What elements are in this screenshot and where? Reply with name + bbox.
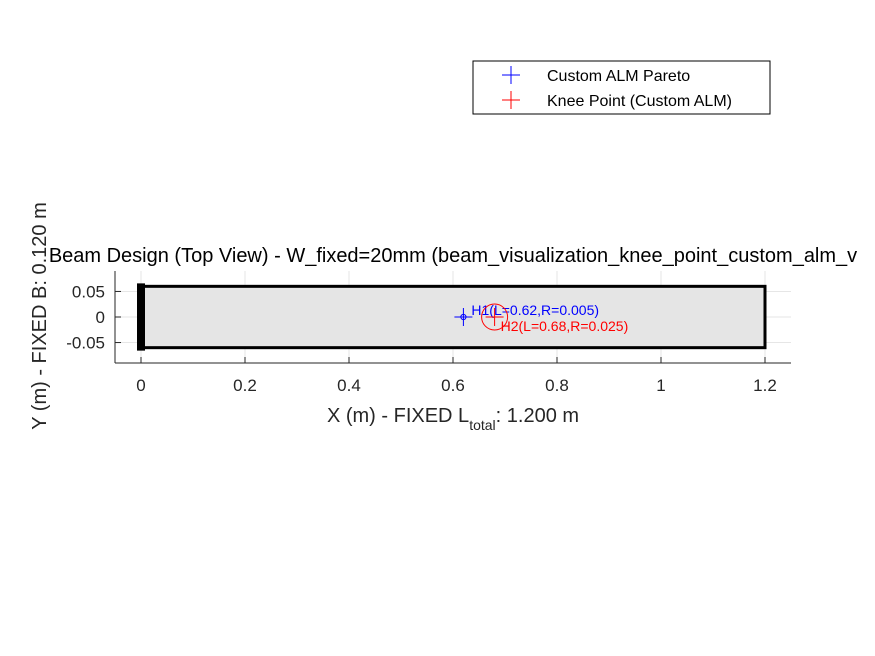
legend-label-1: Custom ALM Pareto — [547, 68, 690, 85]
x-axis-label-sub: total — [469, 417, 495, 433]
holes: H1(L=0.62,R=0.005)H2(L=0.68,R=0.025) — [460, 302, 629, 334]
legend-entry-1: Custom ALM Pareto — [502, 66, 690, 85]
beam-outline — [139, 284, 767, 350]
x-tick-label-6: 1.2 — [753, 376, 777, 395]
marker-series-2-point-1 — [485, 308, 504, 326]
ticks: 0 0.2 0.4 0.6 0.8 1 1.2 -0.05 0 0.05 — [66, 282, 777, 395]
x-axis-label-tail: : 1.200 m — [496, 405, 579, 427]
legend-box — [472, 60, 771, 115]
markers — [454, 308, 504, 326]
marker-series-1-point-1 — [454, 308, 473, 326]
x-tick-label-5: 1 — [656, 376, 665, 395]
x-tick-label-2: 0.4 — [337, 376, 361, 395]
chart-title: Beam Design (Top View) - W_fixed=20mm (b… — [49, 245, 857, 267]
hole-circle-2 — [481, 303, 509, 331]
x-tick-label-4: 0.8 — [545, 376, 569, 395]
y-axis-label: Y (m) - FIXED B: 0.120 m — [29, 202, 51, 429]
legend: Custom ALM Pareto Knee Point (Custom ALM) — [472, 60, 771, 115]
legend-entry-2: Knee Point (Custom ALM) — [502, 91, 732, 110]
y-tick-label-2: 0.05 — [72, 282, 105, 301]
x-tick-label-1: 0.2 — [233, 376, 257, 395]
x-axis-label: X (m) - FIXED Ltotal: 1.200 m — [327, 405, 579, 433]
legend-label-2: Knee Point (Custom ALM) — [547, 93, 732, 110]
hole-label-2: H2(L=0.68,R=0.025) — [501, 318, 629, 334]
x-tick-label-0: 0 — [136, 376, 145, 395]
beam — [137, 283, 767, 351]
x-tick-label-3: 0.6 — [441, 376, 465, 395]
hole-label-1: H1(L=0.62,R=0.005) — [471, 302, 599, 318]
legend-entries: Custom ALM Pareto Knee Point (Custom ALM) — [502, 66, 732, 110]
x-axis-label-main: X (m) - FIXED L — [327, 405, 469, 427]
y-tick-label-1: 0 — [96, 308, 105, 327]
y-tick-label-0: -0.05 — [66, 334, 105, 353]
